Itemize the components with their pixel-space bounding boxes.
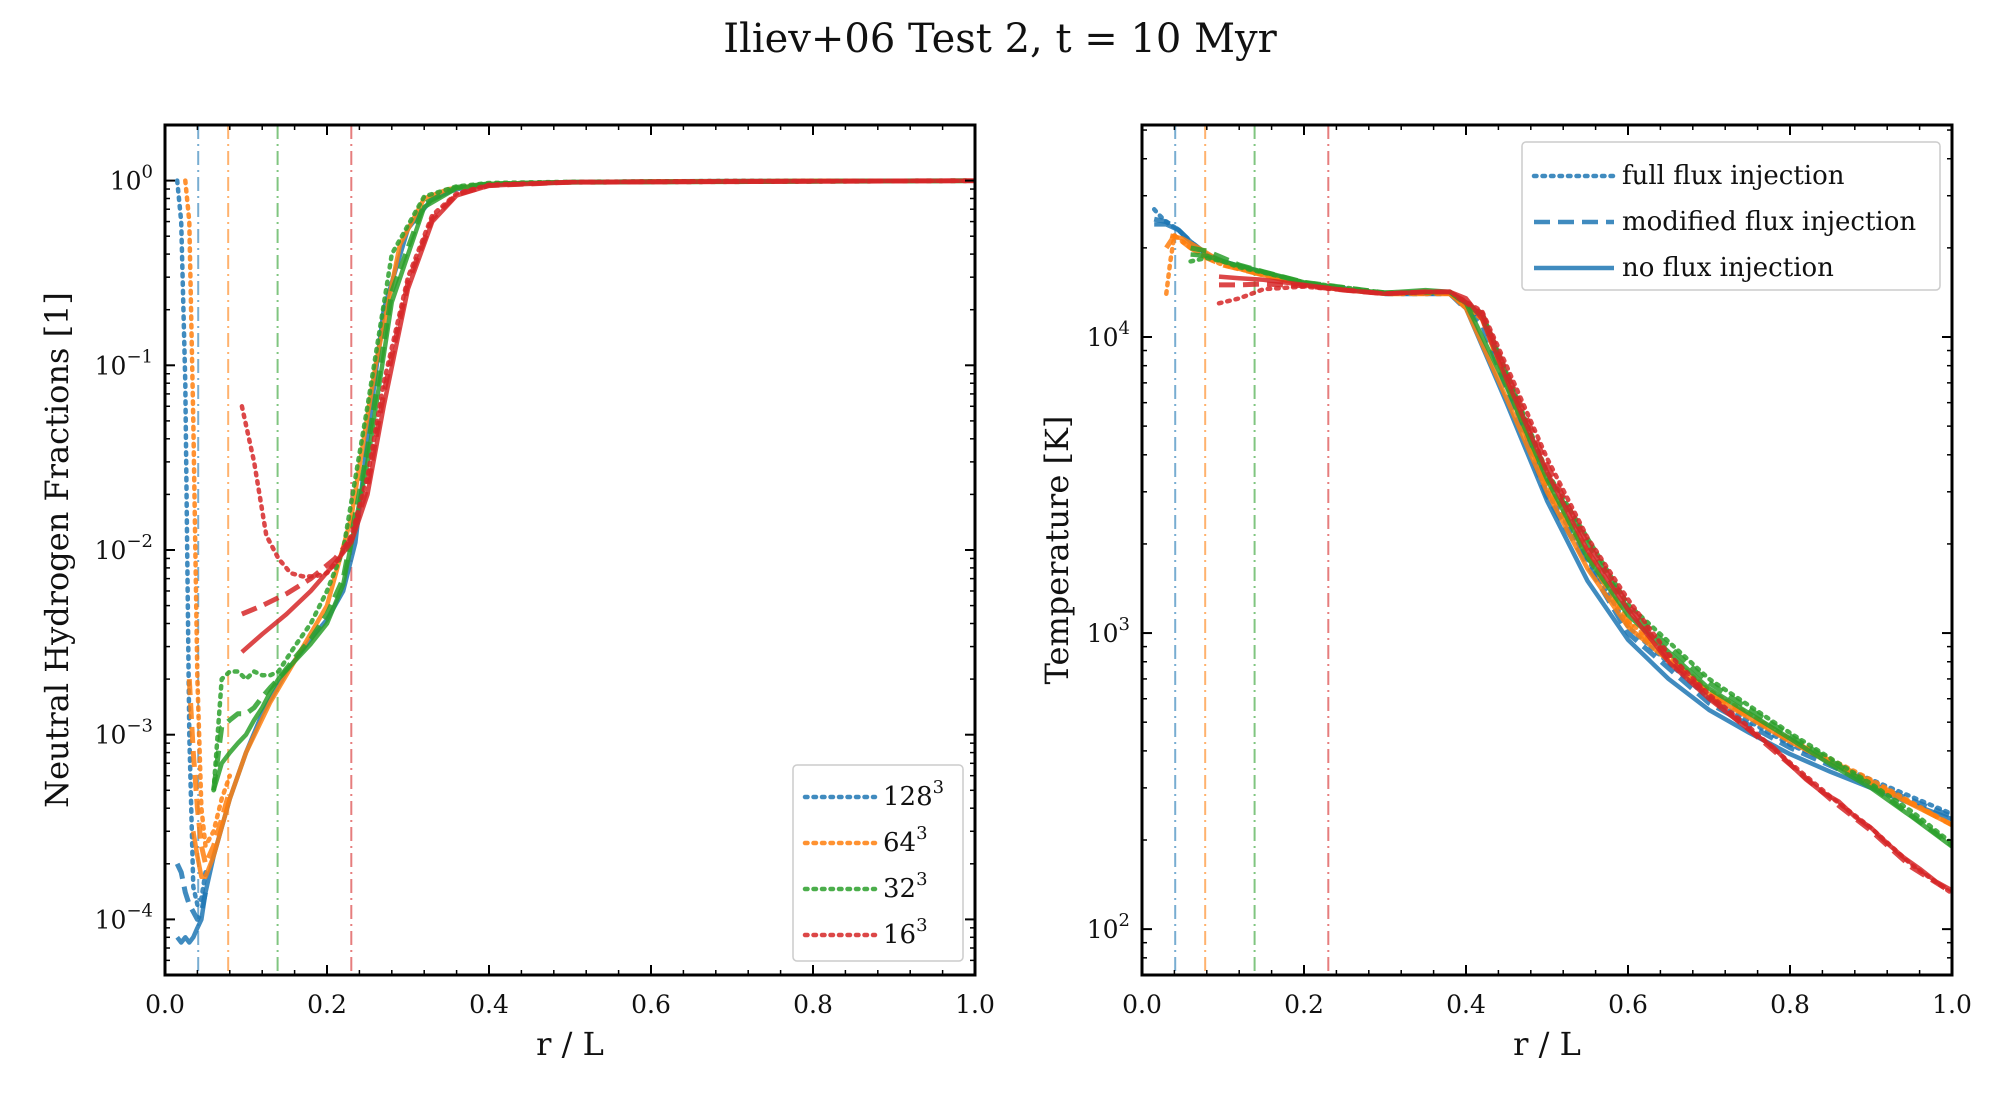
series-128-dashed: [174, 862, 208, 922]
legend-label: no flux injection: [1622, 253, 1834, 283]
series-128-solid: [1154, 222, 1952, 822]
neutral-fraction-panel: 0.0 0.2 0.4 0.6 0.8 1.0 10−4 10−3 10−2 10−1 100 r …: [38, 123, 995, 1063]
x-tick-label: 1.0: [1932, 990, 1972, 1019]
left-axes-frame: [163, 123, 977, 977]
legend-label: modified flux injection: [1622, 207, 1916, 237]
y-tick-label: 104: [1087, 318, 1130, 352]
temperature-panel: 0.0 0.2 0.4 0.6 0.8 1.0 102 103 104 r / L Temper…: [1038, 123, 1972, 1063]
series-32-solid: [211, 178, 975, 791]
y-tick-label: 102: [1087, 910, 1130, 944]
series-32-dashed: [211, 178, 975, 791]
legend-label: 323: [883, 869, 928, 904]
x-tick-label: 0.0: [145, 990, 185, 1019]
y-tick-label: 10−1: [95, 346, 153, 380]
series-128-dashed: [1153, 216, 1952, 819]
series-16-dashed: [240, 178, 975, 617]
left-plot-lines: [174, 125, 975, 975]
series-16-solid: [240, 178, 975, 654]
figure-title: Iliev+06 Test 2, t = 10 Myr: [723, 16, 1277, 62]
series-64-dotted: [1164, 233, 1952, 828]
y-tick-label: 10−2: [95, 531, 153, 565]
series-16-dashed: [1219, 281, 1952, 895]
x-tick-label: 0.4: [1446, 990, 1486, 1019]
left-ticks: 0.0 0.2 0.4 0.6 0.8 1.0 10−4 10−3 10−2 10−1 100: [95, 124, 995, 1019]
x-tick-label: 1.0: [955, 990, 995, 1019]
series-64-dotted: [183, 178, 233, 849]
x-tick-label: 0.2: [1284, 990, 1324, 1019]
x-tick-label: 0.4: [469, 990, 509, 1019]
right-axes-frame: [1140, 123, 1954, 977]
right-xlabel: r / L: [1513, 1025, 1581, 1063]
y-tick-label: 10−4: [95, 900, 153, 934]
series-64-dashed: [1164, 233, 1952, 828]
right-plot-lines: [1151, 125, 1952, 975]
x-tick-label: 0.0: [1122, 990, 1162, 1019]
y-tick-label: 10−3: [95, 716, 153, 750]
right-ylabel: Temperature [K]: [1038, 416, 1076, 685]
series-64-dashed: [186, 678, 233, 867]
legend-label: full flux injection: [1622, 161, 1845, 191]
x-tick-label: 0.8: [793, 990, 833, 1019]
x-tick-label: 0.2: [307, 990, 347, 1019]
legend-label: 163: [883, 915, 928, 950]
series-32-dotted: [211, 178, 975, 793]
y-tick-label: 103: [1087, 614, 1130, 648]
x-tick-label: 0.6: [631, 990, 671, 1019]
flux-injection-legend: full flux injection modified flux injecti…: [1521, 141, 1941, 291]
left-ylabel: Neutral Hydrogen Fractions [1]: [38, 292, 76, 808]
y-tick-label: 100: [110, 162, 153, 196]
legend-label: 643: [883, 823, 928, 858]
series-128-dotted: [174, 178, 208, 908]
legend-label: 1283: [883, 777, 944, 812]
legend-box: [1521, 141, 1941, 291]
resolution-legend: 1283 643 323 163: [792, 764, 964, 962]
x-tick-label: 0.8: [1770, 990, 1810, 1019]
left-xlabel: r / L: [536, 1025, 604, 1063]
x-tick-label: 0.6: [1608, 990, 1648, 1019]
legend-box: [792, 764, 964, 962]
